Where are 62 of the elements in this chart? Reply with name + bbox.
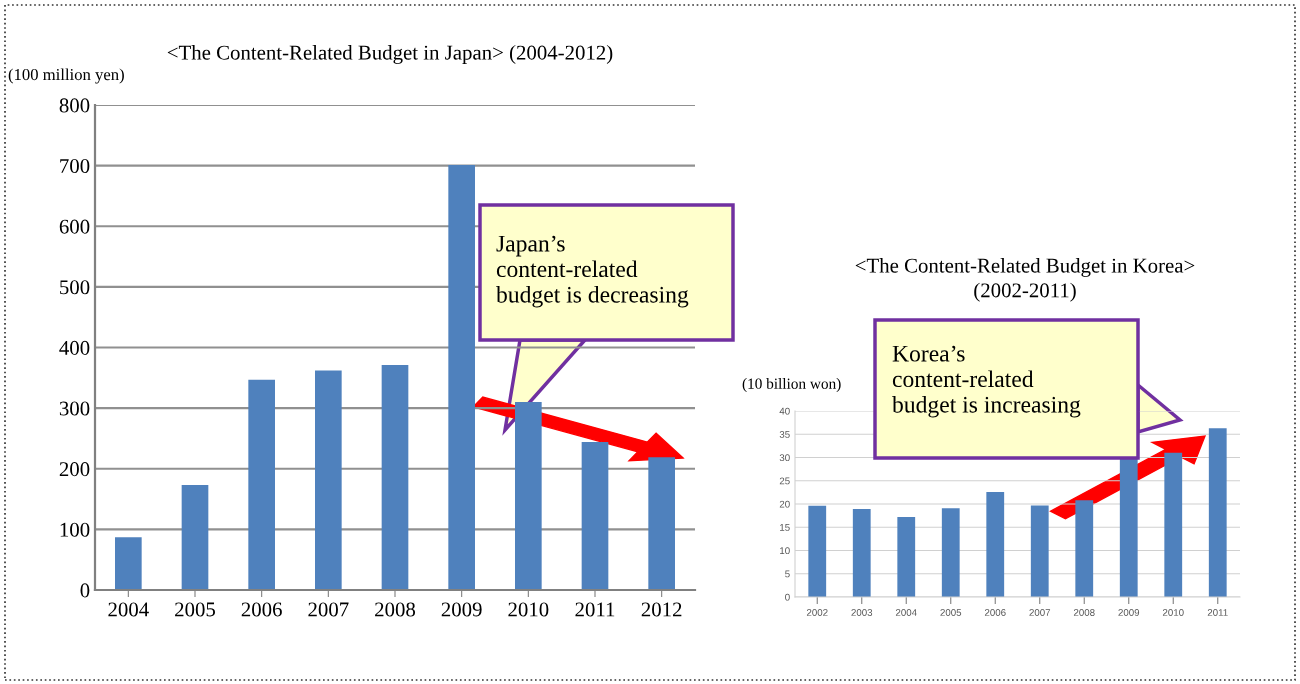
bar: [941, 508, 960, 597]
bar: [986, 491, 1005, 597]
y-tick-label: 100: [60, 522, 90, 537]
x-tick-label: 2007: [308, 602, 349, 617]
bar: [381, 365, 409, 590]
bar: [1119, 458, 1138, 597]
x-tick-label: 2007: [1029, 609, 1051, 616]
y-tick-label: 30: [779, 454, 790, 462]
y-tick-label: 300: [59, 401, 90, 416]
x-tick-label: 2004: [895, 609, 917, 616]
x-tick-label: 2005: [940, 609, 962, 616]
y-tick-label: 20: [779, 500, 790, 508]
y-tick-label: 15: [780, 524, 790, 531]
x-tick-label: 2012: [641, 602, 682, 617]
x-tick-label: 2002: [806, 609, 828, 616]
y-tick-label: 5: [785, 570, 790, 578]
y-tick-label: 200: [59, 462, 90, 477]
bar: [808, 505, 827, 597]
y-tick-label: 500: [60, 280, 90, 295]
bar: [648, 457, 675, 590]
bar: [448, 165, 475, 590]
x-tick-label: 2005: [175, 602, 216, 617]
y-tick-label: 25: [779, 477, 790, 485]
x-tick-label: 2009: [1118, 609, 1140, 616]
x-tick-label: 2004: [108, 602, 149, 617]
y-tick-label: 10: [780, 547, 790, 555]
bar: [115, 537, 142, 590]
annotation: Japan’s content-related budget is decreasing: [496, 235, 689, 308]
bar: [852, 509, 871, 597]
bar: [181, 485, 209, 590]
y-tick-label: 35: [779, 430, 790, 438]
bar: [248, 379, 275, 590]
x-tick-label: 2003: [851, 609, 873, 616]
x-tick-label: 2006: [984, 609, 1006, 616]
annotation: Korea’s content-related budget is increasing: [892, 345, 1081, 418]
bar: [1075, 500, 1094, 597]
y-axis-title: (100 million yen): [8, 68, 124, 84]
y-tick-label: 0: [785, 593, 790, 601]
x-tick-label: 2006: [241, 602, 282, 617]
y-tick-label: 600: [59, 219, 90, 234]
chart-title: <The Content-Related Budget in Korea> (2002-2011): [855, 258, 1195, 302]
y-tick-label: 400: [59, 340, 90, 355]
x-tick-label: 2011: [575, 602, 615, 617]
bar: [1208, 428, 1227, 597]
x-tick-label: 2010: [508, 602, 549, 617]
x-tick-label: 2010: [1162, 609, 1184, 616]
x-tick-label: 2008: [375, 602, 416, 617]
bar: [515, 402, 542, 590]
y-axis-title: (10 billion won): [742, 378, 841, 392]
y-tick-label: 0: [80, 583, 90, 598]
y-tick-label: 40: [779, 407, 790, 415]
bar: [581, 442, 609, 590]
y-tick-label: 800: [59, 98, 90, 113]
x-tick-label: 2011: [1207, 609, 1228, 616]
bar: [315, 370, 342, 590]
x-tick-label: 2009: [441, 602, 482, 617]
y-tick-label: 700: [60, 159, 90, 174]
x-tick-label: 2008: [1073, 609, 1095, 616]
bar: [1164, 452, 1183, 597]
chart-title: <The Content-Related Budget in Japan> (2004-2012): [167, 45, 613, 64]
bar: [1030, 505, 1049, 597]
bar: [897, 517, 916, 597]
